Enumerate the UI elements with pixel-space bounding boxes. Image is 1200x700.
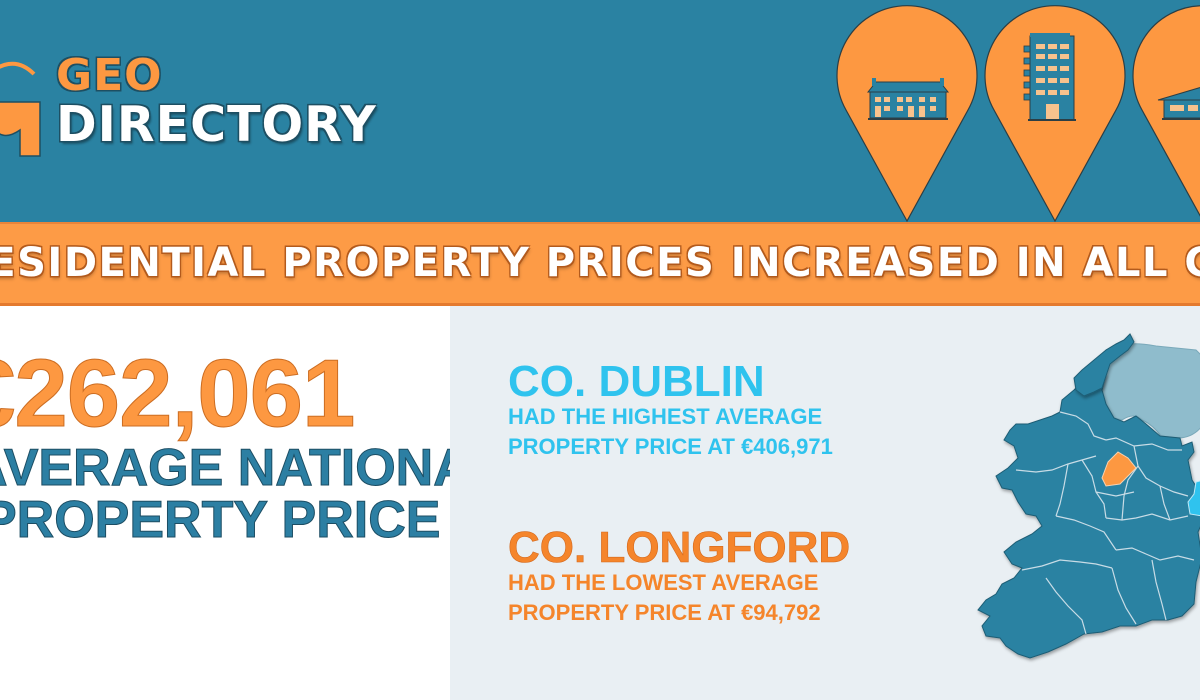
headline-text: RESIDENTIAL PROPERTY PRICES INCREASED IN… bbox=[0, 240, 1200, 286]
national-price-panel: €262,061 AVERAGE NATIONAL PROPERTY PRICE bbox=[0, 306, 450, 700]
headline-banner: RESIDENTIAL PROPERTY PRICES INCREASED IN… bbox=[0, 222, 1200, 306]
bungalow-icon bbox=[1157, 87, 1200, 120]
lowest-desc-line2: PROPERTY PRICE AT €94,792 bbox=[508, 600, 821, 625]
dublin-county bbox=[1187, 480, 1200, 517]
highest-desc-line2: PROPERTY PRICE AT €406,971 bbox=[508, 434, 833, 459]
geodirectory-logo[interactable]: GEO DIRECTORY bbox=[0, 52, 420, 162]
lowest-county-name: CO. LONGFORD bbox=[508, 523, 851, 572]
logo-directory-text: DIRECTORY bbox=[56, 96, 377, 153]
apartment-building-icon bbox=[1023, 33, 1076, 121]
highest-county-description: HAD THE HIGHEST AVERAGE PROPERTY PRICE A… bbox=[508, 402, 833, 462]
logo-geo-text: GEO bbox=[56, 50, 163, 101]
geo-g-arrow-icon bbox=[0, 61, 41, 157]
highest-county-name: CO. DUBLIN bbox=[508, 357, 765, 406]
county-borders bbox=[1015, 411, 1195, 635]
bungalow-pin-icon bbox=[1132, 5, 1200, 217]
apartment-pin-icon bbox=[984, 5, 1126, 222]
county-extremes-panel: CO. DUBLIN HAD THE HIGHEST AVERAGE PROPE… bbox=[450, 306, 1200, 700]
longford-county bbox=[1101, 451, 1137, 487]
donegal-region bbox=[1073, 333, 1135, 397]
ireland-county-map-icon bbox=[977, 333, 1200, 659]
header: GEO DIRECTORY bbox=[0, 0, 1200, 222]
national-label-line2: PROPERTY PRICE bbox=[0, 491, 441, 549]
lowest-county-description: HAD THE LOWEST AVERAGE PROPERTY PRICE AT… bbox=[508, 568, 821, 628]
national-average-price: €262,061 bbox=[0, 340, 356, 447]
terraced-house-pin-icon bbox=[836, 5, 978, 222]
highest-desc-line1: HAD THE HIGHEST AVERAGE bbox=[508, 404, 823, 429]
lowest-desc-line1: HAD THE LOWEST AVERAGE bbox=[508, 570, 819, 595]
national-label-line1: AVERAGE NATIONAL bbox=[0, 439, 450, 497]
terraced-house-icon bbox=[866, 78, 950, 120]
